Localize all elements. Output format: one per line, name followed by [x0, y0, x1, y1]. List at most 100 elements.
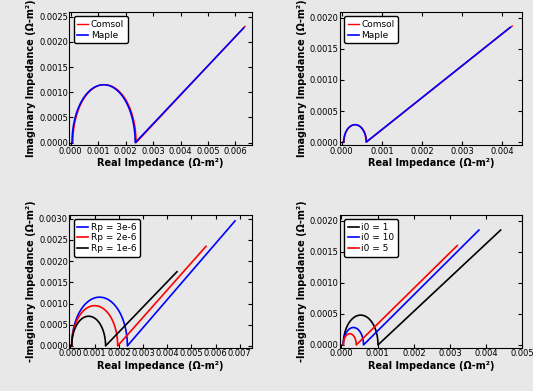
- Line: Rp = 1e-6: Rp = 1e-6: [72, 272, 177, 346]
- i0 = 10: [360, 343, 367, 347]
- Rp = 3e-6: [184, 274, 190, 279]
- i0 = 5: [454, 243, 461, 248]
- Rp = 3e-6: [158, 305, 164, 309]
- i0 = 1: [375, 343, 381, 347]
- Rp = 1e-6: [102, 344, 109, 348]
- Comsol: [167, 104, 173, 109]
- Y-axis label: -Imaginary Impedance (Ω-m²): -Imaginary Impedance (Ω-m²): [26, 201, 36, 362]
- i0 = 1: [377, 341, 383, 346]
- Rp = 1e-6: [69, 344, 75, 348]
- Rp = 3e-6: [153, 310, 159, 315]
- Legend: Comsol, Maple: Comsol, Maple: [344, 16, 398, 43]
- i0 = 1: [419, 301, 425, 306]
- Line: Comsol: Comsol: [344, 26, 512, 142]
- Comsol: [509, 24, 515, 29]
- Comsol: [416, 98, 423, 102]
- Comsol: [162, 109, 168, 114]
- Rp = 2e-6: [138, 317, 144, 322]
- i0 = 1: [340, 343, 346, 347]
- Comsol: [444, 75, 450, 80]
- Maple: [415, 98, 422, 103]
- i0 = 5: [384, 312, 391, 316]
- Rp = 2e-6: [116, 342, 122, 347]
- Rp = 3e-6: [69, 344, 75, 348]
- i0 = 5: [425, 272, 431, 277]
- i0 = 10: [340, 343, 346, 347]
- Line: Rp = 2e-6: Rp = 2e-6: [72, 246, 206, 346]
- Line: i0 = 5: i0 = 5: [343, 246, 457, 345]
- i0 = 5: [353, 343, 359, 347]
- Maple: [507, 25, 513, 30]
- i0 = 1: [462, 261, 468, 266]
- Rp = 3e-6: [163, 298, 169, 303]
- Maple: [209, 59, 215, 64]
- i0 = 1: [407, 312, 414, 317]
- X-axis label: Real Impedance (Ω-m²): Real Impedance (Ω-m²): [98, 158, 224, 169]
- Rp = 2e-6: [69, 344, 75, 348]
- Comsol: [210, 58, 216, 63]
- Rp = 2e-6: [163, 289, 169, 293]
- Rp = 1e-6: [125, 321, 131, 325]
- Line: Maple: Maple: [72, 28, 244, 143]
- Comsol: [366, 138, 372, 143]
- Comsol: [409, 104, 415, 108]
- Rp = 1e-6: [103, 343, 110, 347]
- Comsol: [133, 140, 139, 145]
- Comsol: [364, 140, 370, 144]
- Rp = 2e-6: [177, 273, 183, 278]
- Rp = 2e-6: [115, 344, 121, 348]
- Maple: [134, 138, 140, 143]
- Comsol: [242, 24, 248, 29]
- i0 = 5: [390, 307, 396, 311]
- Line: i0 = 10: i0 = 10: [343, 230, 479, 345]
- i0 = 5: [380, 316, 386, 321]
- Line: Rp = 3e-6: Rp = 3e-6: [72, 221, 235, 346]
- Legend: i0 = 1, i0 = 10, i0 = 5: i0 = 1, i0 = 10, i0 = 5: [344, 219, 398, 257]
- Legend: Comsol, Maple: Comsol, Maple: [74, 16, 128, 43]
- Line: i0 = 1: i0 = 1: [343, 230, 500, 345]
- Maple: [465, 58, 472, 63]
- Maple: [363, 140, 369, 144]
- Rp = 1e-6: [128, 317, 135, 321]
- Maple: [442, 76, 449, 81]
- Comsol: [135, 138, 141, 143]
- Rp = 1e-6: [153, 291, 159, 296]
- Maple: [161, 110, 167, 115]
- Rp = 3e-6: [124, 344, 131, 348]
- Maple: [166, 104, 172, 109]
- Maple: [401, 109, 408, 114]
- i0 = 1: [413, 307, 419, 312]
- Rp = 2e-6: [203, 244, 209, 249]
- i0 = 10: [397, 307, 403, 312]
- i0 = 10: [476, 228, 482, 232]
- Rp = 3e-6: [232, 219, 238, 223]
- i0 = 10: [424, 279, 431, 284]
- Comsol: [341, 140, 348, 144]
- Rp = 1e-6: [174, 269, 180, 274]
- Rp = 2e-6: [142, 312, 148, 317]
- Maple: [171, 99, 177, 104]
- Comsol: [402, 109, 409, 113]
- i0 = 1: [497, 228, 504, 232]
- Rp = 1e-6: [122, 324, 128, 328]
- Maple: [132, 140, 139, 145]
- Maple: [341, 140, 347, 144]
- Comsol: [193, 76, 199, 81]
- i0 = 10: [402, 301, 408, 306]
- Y-axis label: Imaginary Impedance (Ω-m²): Imaginary Impedance (Ω-m²): [26, 0, 36, 157]
- i0 = 5: [340, 343, 346, 347]
- Maple: [192, 77, 198, 82]
- X-axis label: Real Impedance (Ω-m²): Real Impedance (Ω-m²): [98, 361, 224, 371]
- i0 = 10: [362, 341, 368, 346]
- Rp = 2e-6: [147, 307, 153, 312]
- Comsol: [466, 57, 473, 62]
- Line: Comsol: Comsol: [73, 26, 245, 143]
- Maple: [365, 138, 372, 143]
- Y-axis label: Imaginary Impedance (Ω-m²): Imaginary Impedance (Ω-m²): [297, 0, 306, 157]
- Rp = 1e-6: [142, 303, 148, 307]
- Maple: [408, 104, 414, 109]
- Line: Maple: Maple: [344, 27, 510, 142]
- Y-axis label: -Imaginary Impedance (Ω-m²): -Imaginary Impedance (Ω-m²): [297, 201, 306, 362]
- i0 = 10: [442, 261, 448, 266]
- i0 = 10: [391, 312, 398, 317]
